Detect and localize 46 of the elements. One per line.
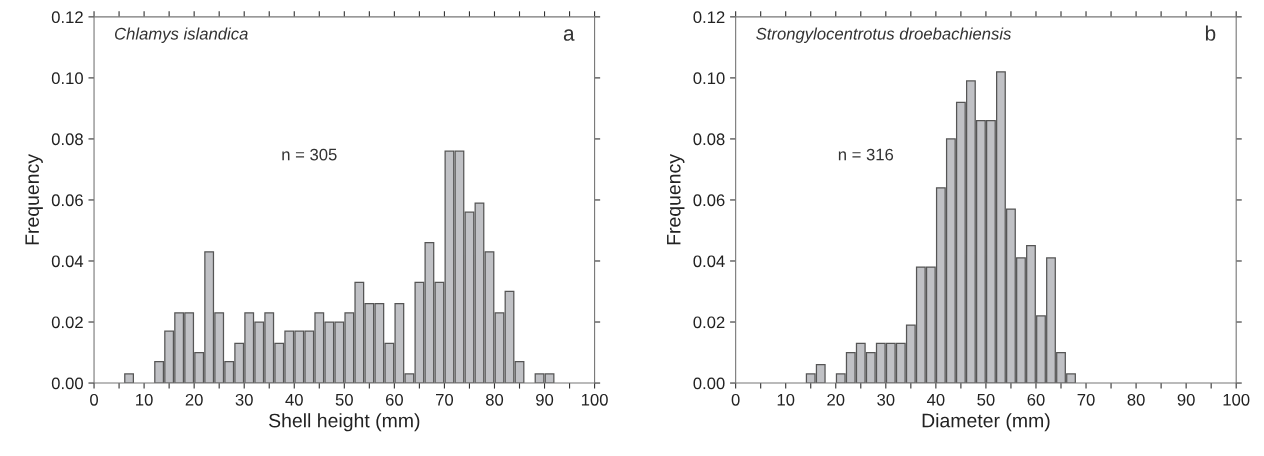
annotation: a [563,29,575,41]
y-tick-label: 0.08 [51,133,83,146]
x-tick-label: 10 [136,393,153,406]
annotation: n = 316 [838,148,894,161]
y-tick-label: 0.10 [51,72,83,85]
x-tick-label: 20 [185,393,203,406]
annotation: Strongylocentrotus droebachiensis [756,27,1012,43]
x-tick-label: 70 [436,393,454,406]
x-tick-label: 10 [777,393,795,406]
y-tick-label: 0.12 [693,11,725,24]
y-tick-label: 0.04 [51,255,84,268]
x-tick-label: 60 [385,393,403,406]
annotation: b [1205,25,1216,41]
y-tick-label: 0.00 [693,377,725,390]
x-tick-label: 100 [1223,393,1250,406]
y-tick-label: 0.10 [693,72,725,85]
x-tick-label: 40 [285,393,303,406]
y-tick-label: 0.04 [693,255,725,268]
x-tick-label: 80 [485,393,504,406]
x-tick-label: 0 [90,393,99,406]
y-tick-label: 0.02 [51,316,83,329]
x-tick-label: 40 [926,393,945,406]
y-tick-label: 0.06 [51,194,83,207]
x-tick-label: 30 [235,393,253,406]
x-tick-label: 30 [877,393,895,406]
annotation: n = 305 [282,148,337,161]
x-tick-label: 20 [827,393,845,406]
y-axis-title: Frequency [25,154,43,245]
x-tick-label: 50 [977,393,995,406]
annotation: Chlamys islandica [114,27,248,43]
x-tick-label: 0 [731,393,740,406]
x-tick-label: 60 [1027,393,1045,406]
y-tick-label: 0.12 [51,11,83,24]
x-tick-label: 80 [1127,393,1145,406]
y-tick-label: 0.00 [51,377,83,390]
x-axis-title: Shell height (mm) [269,413,420,432]
x-tick-label: 90 [1177,393,1195,406]
x-tick-label: 50 [335,393,353,406]
x-tick-label: 100 [581,393,608,406]
y-tick-label: 0.06 [693,194,725,207]
y-tick-label: 0.02 [693,316,725,329]
x-axis-title: Diameter (mm) [922,413,1050,432]
x-tick-label: 90 [536,393,554,406]
y-axis-title: Frequency [667,154,685,245]
y-tick-label: 0.08 [693,133,725,146]
x-tick-label: 70 [1077,393,1095,406]
